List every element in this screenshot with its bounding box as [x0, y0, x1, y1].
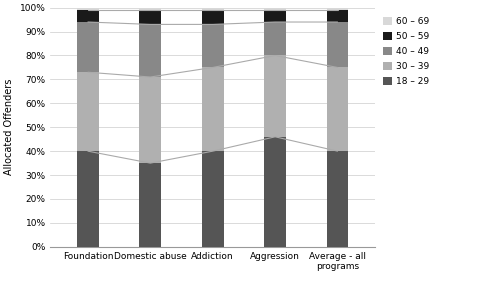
Bar [202, 8, 224, 10]
Bar [140, 77, 161, 163]
Bar [77, 8, 99, 10]
Bar [140, 24, 161, 77]
Bar [77, 10, 99, 22]
Bar [202, 24, 224, 67]
Y-axis label: Allocated Offenders: Allocated Offenders [4, 79, 14, 175]
Legend: 60 – 69, 50 – 59, 40 – 49, 30 – 39, 18 – 29: 60 – 69, 50 – 59, 40 – 49, 30 – 39, 18 –… [383, 17, 430, 86]
Bar [326, 67, 348, 151]
Bar [202, 10, 224, 24]
Bar [264, 22, 286, 55]
Bar [264, 137, 286, 247]
Bar [326, 22, 348, 67]
Bar [326, 8, 348, 10]
Bar [77, 72, 99, 151]
Bar [140, 10, 161, 24]
Bar [77, 151, 99, 247]
Bar [264, 10, 286, 22]
Bar [140, 163, 161, 247]
Bar [264, 55, 286, 137]
Bar [77, 22, 99, 72]
Bar [326, 10, 348, 22]
Bar [202, 151, 224, 247]
Bar [202, 67, 224, 151]
Bar [264, 8, 286, 10]
Bar [326, 151, 348, 247]
Bar [140, 8, 161, 10]
